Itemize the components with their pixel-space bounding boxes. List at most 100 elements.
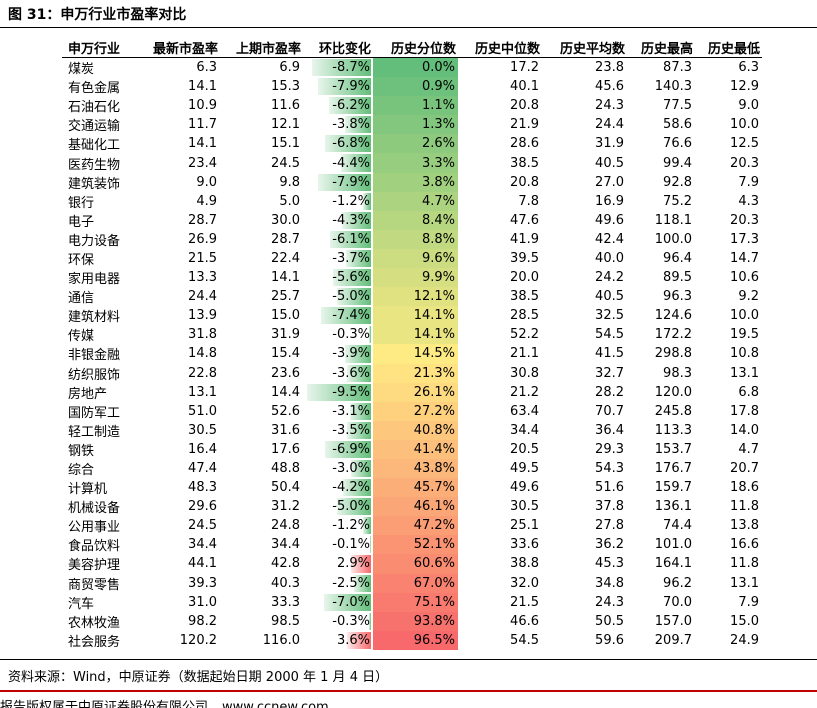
table-row: 轻工制造 30.5 31.6 -3.5% 40.8% 34.4 36.4 113.3 14.0 xyxy=(62,420,762,440)
table-row: 交通运输 11.7 12.1 -3.8% 1.3% 21.9 24.4 58.6 10.0 xyxy=(62,115,762,135)
table-cell: 20.5 xyxy=(510,441,539,457)
table-cell: 16.4 xyxy=(188,441,217,457)
table-cell: 20.7 xyxy=(730,461,759,477)
industry-name: 计算机 xyxy=(68,482,108,498)
change-value: -6.1% xyxy=(332,231,370,247)
table-cell: 18.6 xyxy=(730,480,759,496)
table-cell: 124.6 xyxy=(654,308,692,324)
change-bar xyxy=(317,173,371,191)
table-row: 电子 28.7 30.0 -4.3% 8.4% 47.6 49.6 118.1 20.3 xyxy=(62,210,762,230)
column-header: 上期市盈率 xyxy=(220,37,303,58)
table-cell: 21.9 xyxy=(510,117,539,133)
table-cell: 120.0 xyxy=(654,384,692,400)
table-cell: 52.2 xyxy=(510,327,539,343)
table-row: 钢铁 16.4 17.6 -6.9% 41.4% 20.5 29.3 153.7 4.7 xyxy=(62,439,762,459)
table-cell: 12.9 xyxy=(730,79,759,95)
table-cell: 6.3 xyxy=(196,60,217,76)
percentile-cell: 3.3% xyxy=(373,153,458,173)
table-cell: 4.7 xyxy=(738,441,759,457)
industry-name: 传媒 xyxy=(68,329,95,345)
percentile-cell: 21.3% xyxy=(373,363,458,383)
change-cell: -0.1% xyxy=(303,535,373,554)
change-cell: -5.0% xyxy=(303,497,373,516)
table-cell: 4.9 xyxy=(196,193,217,209)
table-cell: 47.4 xyxy=(188,461,217,477)
change-value: -1.2% xyxy=(332,193,370,209)
percentile-cell: 0.0% xyxy=(373,57,458,78)
percentile-cell: 9.9% xyxy=(373,268,458,288)
table-cell: 74.4 xyxy=(663,518,692,534)
change-value: -6.8% xyxy=(332,136,370,152)
change-value: -3.5% xyxy=(332,422,370,438)
percentile-cell: 45.7% xyxy=(373,478,458,498)
table-cell: 101.0 xyxy=(654,537,692,553)
table-cell: 7.9 xyxy=(738,174,759,190)
source-rule xyxy=(0,659,817,660)
table-cell: 87.3 xyxy=(663,60,692,76)
industry-name: 煤炭 xyxy=(68,62,95,78)
table-cell: 12.5 xyxy=(730,136,759,152)
table-cell: 17.2 xyxy=(510,60,539,76)
table-cell: 12.1 xyxy=(271,117,300,133)
table-cell: 172.2 xyxy=(654,327,692,343)
change-value: 2.9% xyxy=(336,556,370,572)
change-bar xyxy=(324,440,371,458)
table-cell: 153.7 xyxy=(654,441,692,457)
table-cell: 48.8 xyxy=(271,461,300,477)
table-row: 银行 4.9 5.0 -1.2% 4.7% 7.8 16.9 75.2 4.3 xyxy=(62,191,762,211)
change-cell: -7.9% xyxy=(303,173,373,192)
change-cell: -3.7% xyxy=(303,249,373,268)
change-bar xyxy=(346,364,371,382)
change-value: -0.3% xyxy=(332,613,370,629)
table-cell: 28.7 xyxy=(271,231,300,247)
table-cell: 31.2 xyxy=(271,499,300,515)
table-cell: 10.0 xyxy=(730,117,759,133)
change-cell: 3.6% xyxy=(303,631,373,650)
change-bar xyxy=(362,192,371,210)
table-cell: 42.8 xyxy=(271,556,300,572)
table-cell: 98.5 xyxy=(271,613,300,629)
column-header: 历史最低 xyxy=(695,37,762,58)
industry-name: 环保 xyxy=(68,252,95,268)
percentile-cell: 14.1% xyxy=(373,306,458,326)
table-row: 机械设备 29.6 31.2 -5.0% 46.1% 30.5 37.8 136.1 11.8 xyxy=(62,497,762,517)
change-bar xyxy=(342,479,371,497)
column-header: 最新市盈率 xyxy=(135,37,220,58)
change-bar xyxy=(368,326,371,344)
table-row: 食品饮料 34.4 34.4 -0.1% 52.1% 33.6 36.2 101.0 16.6 xyxy=(62,535,762,555)
table-row: 基础化工 14.1 15.1 -6.8% 2.6% 28.6 31.9 76.6 12.5 xyxy=(62,134,762,154)
table-cell: 36.2 xyxy=(595,537,624,553)
table-row: 公用事业 24.5 24.8 -1.2% 47.2% 25.1 27.8 74.4 13.8 xyxy=(62,516,762,536)
change-cell: -6.2% xyxy=(303,96,373,115)
table-cell: 140.3 xyxy=(654,79,692,95)
table-cell: 21.5 xyxy=(188,250,217,266)
industry-name: 通信 xyxy=(68,291,95,307)
change-cell: -7.4% xyxy=(303,306,373,325)
table-cell: 32.5 xyxy=(595,308,624,324)
table-cell: 9.0 xyxy=(196,174,217,190)
table-cell: 14.0 xyxy=(730,422,759,438)
table-cell: 20.3 xyxy=(730,155,759,171)
change-cell: -4.2% xyxy=(303,478,373,497)
table-cell: 70.0 xyxy=(663,594,692,610)
industry-name: 机械设备 xyxy=(68,501,121,517)
table-row: 环保 21.5 22.4 -3.7% 9.6% 39.5 40.0 96.4 14.7 xyxy=(62,248,762,269)
change-value: -7.9% xyxy=(332,174,370,190)
industry-name: 医药生物 xyxy=(68,157,121,173)
change-value: -0.1% xyxy=(332,537,370,553)
percentile-cell: 9.6% xyxy=(373,248,458,269)
table-cell: 15.1 xyxy=(271,136,300,152)
change-value: -2.5% xyxy=(332,575,370,591)
table-cell: 28.7 xyxy=(188,212,217,228)
table-cell: 11.8 xyxy=(730,499,759,515)
table-cell: 30.0 xyxy=(271,212,300,228)
change-value: -7.9% xyxy=(332,79,370,95)
table-row: 有色金属 14.1 15.3 -7.9% 0.9% 40.1 45.6 140.3 12.9 xyxy=(62,77,762,97)
column-header: 环比变化 xyxy=(303,37,373,58)
table-cell: 46.6 xyxy=(510,613,539,629)
change-value: -3.1% xyxy=(332,403,370,419)
percentile-cell: 60.6% xyxy=(373,554,458,574)
percentile-cell: 75.1% xyxy=(373,592,458,612)
table-cell: 89.5 xyxy=(663,270,692,286)
